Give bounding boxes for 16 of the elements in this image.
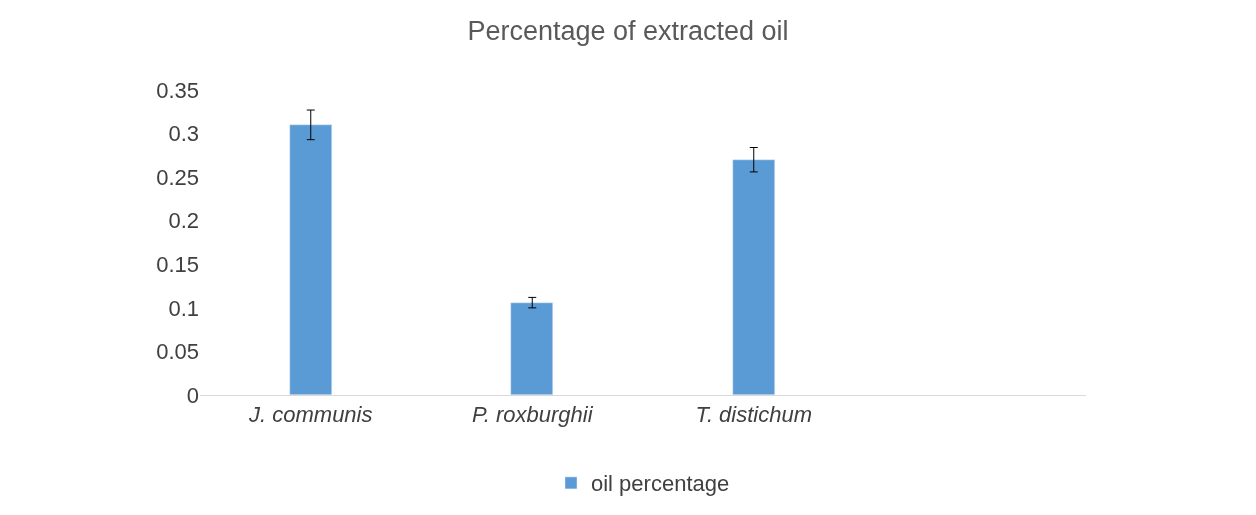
y-tick-label: 0.35 — [156, 77, 199, 103]
bar — [510, 302, 553, 395]
bar — [289, 124, 332, 395]
x-tick-label: P. roxburghii — [471, 402, 594, 428]
y-tick-label: 0.05 — [156, 339, 199, 365]
y-tick-label: 0 — [186, 382, 199, 408]
y-tick-label: 0.25 — [156, 164, 199, 190]
y-tick-label: 0.15 — [156, 251, 199, 277]
chart-title: Percentage of extracted oil — [467, 15, 789, 46]
y-tick-label: 0.3 — [168, 121, 199, 147]
legend-label: oil percentage — [591, 471, 730, 497]
y-tick-label: 0.1 — [168, 295, 199, 321]
bar — [732, 159, 775, 395]
x-tick-label: J. communis — [248, 402, 373, 428]
y-tick-label: 0.2 — [168, 208, 199, 234]
x-tick-label: T. distichum — [695, 402, 813, 428]
